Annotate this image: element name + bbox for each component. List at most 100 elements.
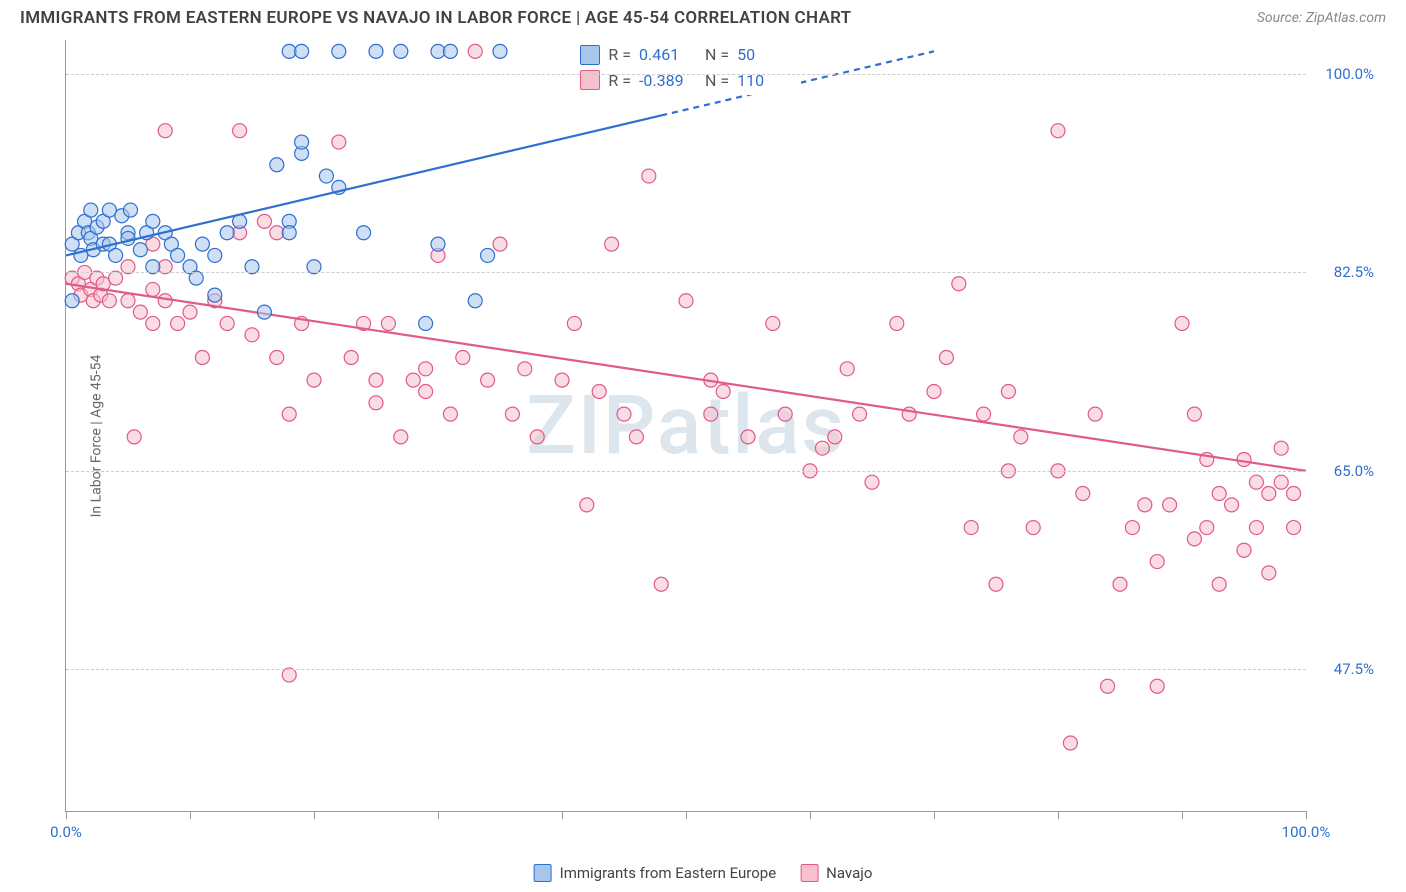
data-point: [1101, 679, 1115, 693]
data-point: [443, 44, 457, 58]
data-point: [481, 248, 495, 262]
data-point: [171, 316, 185, 330]
legend-item-series2: Navajo: [800, 864, 872, 882]
data-point: [1212, 577, 1226, 591]
data-point: [1163, 498, 1177, 512]
r-value-series2: -0.389: [639, 68, 697, 94]
data-point: [133, 243, 147, 257]
data-point: [419, 362, 433, 376]
data-point: [102, 294, 116, 308]
chart-header: IMMIGRANTS FROM EASTERN EUROPE VS NAVAJO…: [0, 0, 1406, 32]
data-point: [344, 350, 358, 364]
data-point: [270, 158, 284, 172]
data-point: [865, 475, 879, 489]
stats-row-series1: R = 0.461 N = 50: [580, 42, 795, 68]
x-tick: [686, 811, 687, 819]
data-point: [171, 248, 185, 262]
data-point: [127, 430, 141, 444]
data-point: [282, 407, 296, 421]
data-point: [220, 226, 234, 240]
data-point: [220, 316, 234, 330]
x-tick: [562, 811, 563, 819]
data-point: [977, 407, 991, 421]
data-point: [741, 430, 755, 444]
data-point: [468, 294, 482, 308]
data-point: [1187, 407, 1201, 421]
data-point: [257, 305, 271, 319]
data-point: [332, 135, 346, 149]
data-point: [1212, 487, 1226, 501]
data-point: [158, 294, 172, 308]
x-tick: [1058, 811, 1059, 819]
data-point: [1262, 487, 1276, 501]
x-tick: [314, 811, 315, 819]
r-label: R =: [608, 42, 631, 68]
y-tick-label: 100.0%: [1314, 65, 1374, 83]
r-label: R =: [608, 68, 631, 94]
data-point: [443, 407, 457, 421]
data-point: [828, 430, 842, 444]
data-point: [939, 350, 953, 364]
data-point: [505, 407, 519, 421]
data-point: [183, 305, 197, 319]
data-point: [1287, 487, 1301, 501]
data-point: [468, 44, 482, 58]
data-point: [989, 577, 1003, 591]
legend-label-series1: Immigrants from Eastern Europe: [560, 864, 777, 882]
stats-row-series2: R = -0.389 N = 110: [580, 68, 795, 94]
data-point: [1262, 566, 1276, 580]
y-tick-label: 65.0%: [1314, 462, 1374, 480]
legend: Immigrants from Eastern Europe Navajo: [534, 864, 873, 882]
data-point: [195, 237, 209, 251]
data-point: [1014, 430, 1028, 444]
source-label: Source:: [1257, 10, 1302, 26]
x-tick: [190, 811, 191, 819]
x-tick-label: 100.0%: [1282, 823, 1331, 841]
x-tick: [438, 811, 439, 819]
swatch-icon: [534, 864, 552, 882]
n-label: N =: [705, 68, 729, 94]
data-point: [704, 407, 718, 421]
y-tick-label: 47.5%: [1314, 660, 1374, 678]
data-point: [307, 373, 321, 387]
data-point: [629, 430, 643, 444]
data-point: [530, 430, 544, 444]
chart-title: IMMIGRANTS FROM EASTERN EUROPE VS NAVAJO…: [20, 8, 851, 28]
y-tick-label: 82.5%: [1314, 263, 1374, 281]
swatch-icon: [580, 45, 600, 65]
x-tick: [1306, 811, 1307, 819]
data-point: [1274, 475, 1288, 489]
gridline: [66, 471, 1306, 472]
data-point: [605, 237, 619, 251]
scatter-svg: [66, 40, 1306, 811]
x-tick: [66, 811, 67, 819]
data-point: [1026, 521, 1040, 535]
x-tick: [1182, 811, 1183, 819]
data-point: [1125, 521, 1139, 535]
data-point: [394, 44, 408, 58]
data-point: [208, 288, 222, 302]
data-point: [952, 277, 966, 291]
n-label: N =: [705, 42, 729, 68]
data-point: [419, 316, 433, 330]
data-point: [815, 441, 829, 455]
data-point: [357, 226, 371, 240]
data-point: [133, 305, 147, 319]
data-point: [1088, 407, 1102, 421]
data-point: [381, 316, 395, 330]
data-point: [592, 384, 606, 398]
data-point: [282, 226, 296, 240]
data-point: [257, 214, 271, 228]
data-point: [555, 373, 569, 387]
data-point: [853, 407, 867, 421]
data-point: [456, 350, 470, 364]
data-point: [1001, 384, 1015, 398]
data-point: [245, 328, 259, 342]
x-tick-label: 0.0%: [50, 823, 82, 841]
x-tick: [810, 811, 811, 819]
data-point: [121, 294, 135, 308]
data-point: [1187, 532, 1201, 546]
data-point: [146, 316, 160, 330]
data-point: [890, 316, 904, 330]
data-point: [1150, 555, 1164, 569]
